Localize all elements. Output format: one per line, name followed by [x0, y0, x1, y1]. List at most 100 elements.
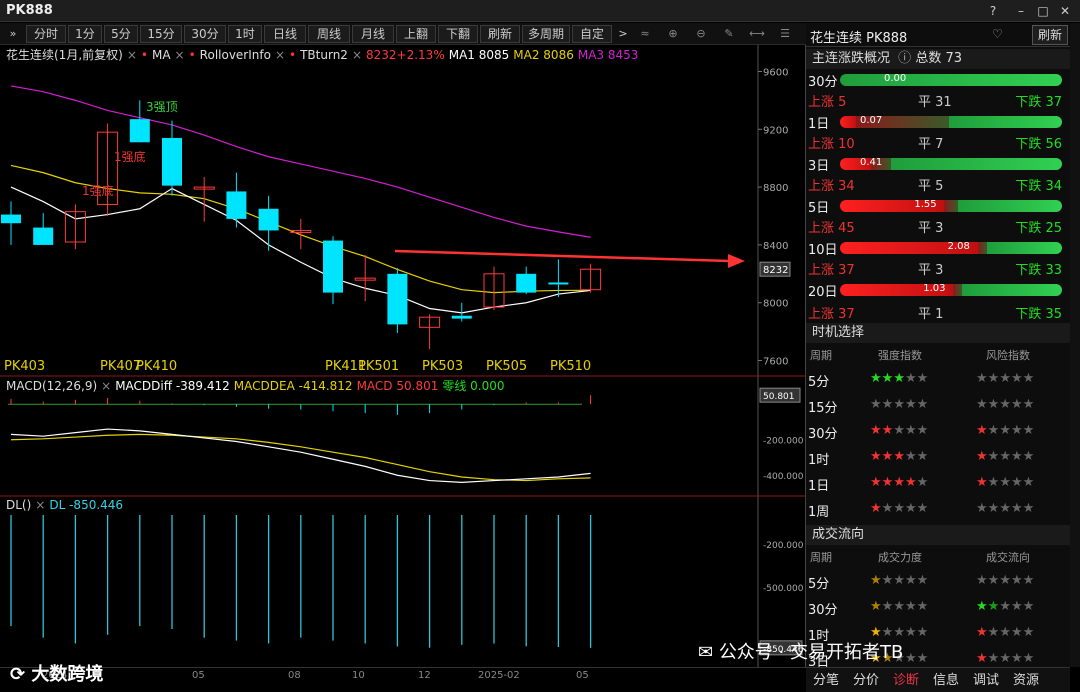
period-button-1hour[interactable]: 1时: [228, 25, 262, 43]
star-icon: ★: [881, 625, 894, 640]
period-button-fenshi[interactable]: 分时: [26, 25, 66, 43]
timing-row: 15分 ★★★★★ ★★★★★: [806, 393, 1070, 419]
macd-dea-line: [10, 433, 591, 482]
red-arrow-head: [728, 254, 745, 268]
star-icon: ★: [999, 651, 1011, 666]
timing-row: 1周 ★★★★★ ★★★★★: [806, 497, 1070, 523]
star-icon: ★: [881, 371, 894, 386]
period-button-1min[interactable]: 1分: [68, 25, 102, 43]
candle-body-down: [451, 315, 472, 319]
candle-body-up: [193, 186, 215, 190]
more-arrow-icon[interactable]: >: [618, 27, 628, 40]
star-rating: ★★★★★: [976, 501, 1034, 516]
star-icon: ★: [987, 475, 1000, 490]
star-icon: ★: [916, 423, 929, 438]
bar-segment: [957, 200, 1062, 212]
candle-body-down: [162, 137, 182, 186]
star-icon: ★: [916, 501, 929, 516]
star-icon: ★: [999, 625, 1011, 640]
star-rating: ★★★★★: [870, 625, 928, 640]
refresh-button[interactable]: 刷新: [480, 25, 520, 43]
star-rating: ★★★★★: [870, 475, 928, 490]
tab-tick[interactable]: 分笔: [812, 673, 839, 688]
overview-ratio-bar: 0.07: [840, 116, 1062, 128]
period-button-5min[interactable]: 5分: [104, 25, 138, 43]
panel-refresh-button[interactable]: 刷新: [1032, 25, 1068, 45]
contract-label: PK403: [4, 359, 45, 374]
period-button-monthly[interactable]: 月线: [352, 25, 394, 43]
close-icon[interactable]: ✕: [1059, 4, 1071, 18]
timing-row: 30分 ★★★★★ ★★★★★: [806, 419, 1070, 445]
tab-debug[interactable]: 调试: [972, 673, 999, 688]
bar-segment: [840, 74, 1062, 86]
macd-legend-zero: 零线 0.000: [442, 379, 505, 393]
overview-count-flat: 平 5: [918, 179, 944, 194]
period-button-daily[interactable]: 日线: [264, 25, 306, 43]
candle-body-down: [226, 191, 247, 219]
tab-price-volume[interactable]: 分价: [852, 673, 879, 688]
tab-info[interactable]: 信息: [932, 673, 959, 688]
contract-label: PK411: [325, 359, 366, 374]
tab-diagnosis[interactable]: 诊断: [892, 673, 919, 688]
overview-count-row: 上涨 34 平 5 下跌 34: [806, 175, 1070, 194]
timing-period: 1时: [808, 453, 830, 468]
price-tick-label: 8000: [763, 299, 788, 310]
overview-count-up: 上涨 37: [808, 263, 855, 278]
star-icon: ★: [1010, 371, 1023, 386]
zoom-in-icon[interactable]: ⊕: [668, 27, 678, 40]
page-up-button[interactable]: 上翻: [396, 25, 436, 43]
kline-chart-svg[interactable]: 9600 9200 8800 8400 8000 7600 8232 3强顶 1强底 1强底 PK4…: [0, 45, 806, 667]
indicator-icon[interactable]: ≈: [640, 27, 650, 40]
overview-bar-value: 0.07: [860, 116, 883, 126]
crosshair-icon[interactable]: ⟷: [749, 27, 765, 40]
page-down-button[interactable]: 下翻: [438, 25, 478, 43]
signal-bottom-label: 1强底: [114, 149, 146, 164]
star-rating: ★★★★★: [976, 397, 1034, 412]
tab-resources[interactable]: 资源: [1012, 673, 1039, 688]
custom-period-button[interactable]: 自定: [572, 25, 612, 43]
overview-count-flat: 平 1: [918, 307, 944, 322]
minimize-icon[interactable]: –: [1018, 4, 1024, 18]
contract-label: PK501: [358, 359, 399, 374]
flow-row: 30分 ★★★★★ ★★★★★: [806, 595, 1070, 621]
period-button-30min[interactable]: 30分: [184, 25, 226, 43]
candle-body-up: [354, 277, 376, 281]
star-icon: ★: [893, 573, 905, 588]
period-button-weekly[interactable]: 周线: [308, 25, 350, 43]
star-icon: ★: [999, 423, 1011, 438]
bar-segment: [871, 158, 892, 170]
current-price-tag: [759, 261, 791, 277]
favorite-icon[interactable]: ♡: [992, 27, 1003, 41]
menu-icon[interactable]: ☰: [780, 27, 790, 40]
dl-legend-value: DL -850.446: [49, 498, 124, 512]
overview-period-label: 1日: [808, 117, 830, 132]
star-icon: ★: [870, 599, 882, 614]
dl-value-tag: [759, 640, 803, 656]
star-icon: ★: [881, 501, 894, 516]
star-icon: ★: [987, 501, 1000, 516]
star-rating: ★★★★★: [870, 449, 928, 464]
overview-count-down: 下跌 35: [1015, 307, 1062, 322]
kline-chart-area[interactable]: 9600 9200 8800 8400 8000 7600 8232 3强顶 1强底 1强底 PK4…: [0, 45, 806, 667]
timing-row: 1日 ★★★★★ ★★★★★: [806, 471, 1070, 497]
star-icon: ★: [881, 397, 894, 412]
flow-head-direction: 成交流向: [986, 551, 1030, 564]
zoom-out-icon[interactable]: ⊖: [696, 27, 706, 40]
star-icon: ★: [999, 397, 1011, 412]
help-circle-icon[interactable]: ⓘ: [898, 51, 912, 66]
star-icon: ★: [870, 397, 882, 412]
help-icon[interactable]: ?: [989, 4, 997, 18]
period-button-15min[interactable]: 15分: [140, 25, 182, 43]
overview-count-down: 下跌 25: [1015, 221, 1062, 236]
expand-icon[interactable]: »: [9, 27, 17, 40]
bar-segment: [953, 284, 963, 296]
star-icon: ★: [987, 371, 1000, 386]
star-icon: ★: [976, 371, 988, 386]
maximize-icon[interactable]: □: [1037, 4, 1049, 18]
draw-tool-icon[interactable]: ✎: [724, 27, 734, 40]
multi-period-button[interactable]: 多周期: [522, 25, 570, 43]
overview-period-label: 20日: [808, 285, 838, 300]
star-icon: ★: [999, 573, 1011, 588]
signal-top-label: 3强顶: [146, 100, 178, 114]
overview-count-flat: 平 7: [918, 137, 944, 152]
